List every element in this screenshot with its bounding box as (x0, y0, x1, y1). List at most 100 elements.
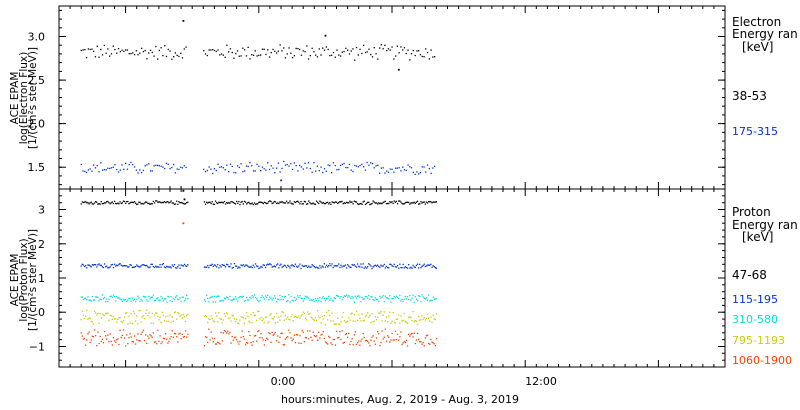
data-point (268, 200, 270, 203)
data-point (415, 201, 418, 203)
data-point (93, 202, 96, 204)
data-point (279, 336, 281, 338)
data-point (228, 51, 230, 53)
data-point (138, 201, 140, 203)
data-point (290, 163, 292, 165)
data-point (248, 320, 250, 322)
y-tick-label: −1 (29, 341, 45, 354)
data-point (116, 203, 118, 205)
data-point (351, 263, 353, 266)
data-point (173, 312, 176, 314)
data-point (402, 263, 404, 266)
data-point (109, 203, 111, 205)
data-point (118, 297, 120, 299)
data-point (352, 344, 354, 346)
data-point (178, 264, 180, 266)
data-point (102, 266, 105, 269)
data-point (148, 52, 150, 54)
data-point (325, 342, 328, 344)
data-point (143, 264, 146, 266)
data-point (405, 169, 407, 172)
data-point (309, 312, 311, 315)
data-point (260, 54, 262, 56)
data-point (432, 296, 434, 298)
data-point (242, 171, 244, 173)
data-point (204, 300, 207, 302)
data-point (334, 56, 336, 58)
data-point (109, 167, 111, 170)
data-point (210, 264, 212, 266)
data-point (384, 295, 386, 297)
data-point (314, 267, 317, 269)
data-point (123, 50, 125, 52)
data-point (88, 203, 90, 205)
data-point (410, 53, 413, 55)
data-point (336, 49, 338, 51)
data-point (351, 296, 353, 298)
data-point (83, 337, 86, 340)
data-point (335, 323, 338, 325)
data-point (308, 297, 310, 299)
data-point (222, 332, 224, 334)
data-point (327, 201, 329, 203)
data-point (416, 171, 418, 173)
data-point (377, 331, 379, 333)
data-point (395, 167, 397, 169)
data-point (350, 169, 352, 171)
data-point (393, 263, 395, 265)
data-point (229, 317, 231, 319)
data-point (292, 338, 294, 340)
data-point (136, 203, 138, 206)
data-point (115, 202, 117, 205)
data-point (281, 311, 283, 313)
data-point (355, 297, 358, 299)
data-point (329, 299, 331, 301)
data-point (288, 165, 290, 167)
data-point (184, 320, 187, 322)
data-point (345, 201, 348, 203)
data-point (117, 297, 119, 299)
data-point (118, 317, 120, 319)
data-point (268, 263, 270, 266)
data-point (294, 299, 297, 301)
data-point (266, 337, 268, 339)
data-point (419, 341, 421, 343)
data-point (107, 301, 109, 303)
data-point (161, 311, 163, 313)
data-point (149, 334, 151, 336)
data-point (408, 317, 410, 319)
data-point (279, 171, 281, 173)
data-point (186, 336, 188, 338)
data-point (238, 166, 240, 169)
data-point (227, 202, 229, 204)
data-point (96, 165, 98, 167)
data-point (210, 315, 212, 317)
data-point (418, 315, 420, 318)
data-point (130, 264, 132, 266)
data-point (132, 52, 134, 54)
data-point (273, 316, 275, 318)
data-point (82, 298, 85, 301)
data-point (361, 313, 363, 315)
data-point-spike (324, 34, 327, 37)
data-point (342, 265, 344, 267)
data-point (386, 170, 388, 172)
data-point (353, 264, 355, 266)
data-point (412, 336, 414, 338)
data-point (319, 297, 321, 299)
data-point (179, 297, 181, 299)
data-point (406, 267, 409, 269)
data-point (282, 311, 284, 314)
data-point (355, 46, 358, 49)
electron-plot-frame (58, 5, 726, 190)
data-point (270, 165, 272, 167)
data-point (332, 266, 334, 269)
data-point (125, 202, 127, 205)
data-point (206, 336, 208, 339)
data-point (434, 298, 436, 300)
data-point (231, 201, 233, 203)
data-point (423, 297, 425, 299)
data-point (343, 202, 345, 204)
data-point (243, 300, 246, 302)
data-point (267, 322, 269, 324)
